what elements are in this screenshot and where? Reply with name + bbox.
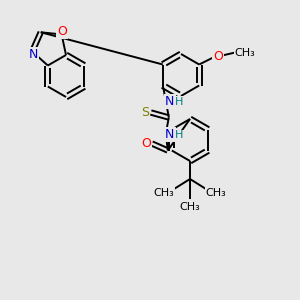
Text: O: O <box>141 137 151 150</box>
Text: CH₃: CH₃ <box>180 202 200 212</box>
Text: H: H <box>175 130 183 140</box>
Text: N: N <box>165 128 175 141</box>
Text: N: N <box>28 48 38 61</box>
Text: N: N <box>165 95 175 108</box>
Text: O: O <box>213 50 223 63</box>
Text: S: S <box>141 106 149 119</box>
Text: CH₃: CH₃ <box>206 188 226 198</box>
Text: O: O <box>57 25 67 38</box>
Text: H: H <box>175 97 183 107</box>
Text: CH₃: CH₃ <box>235 47 256 58</box>
Text: CH₃: CH₃ <box>154 188 174 198</box>
